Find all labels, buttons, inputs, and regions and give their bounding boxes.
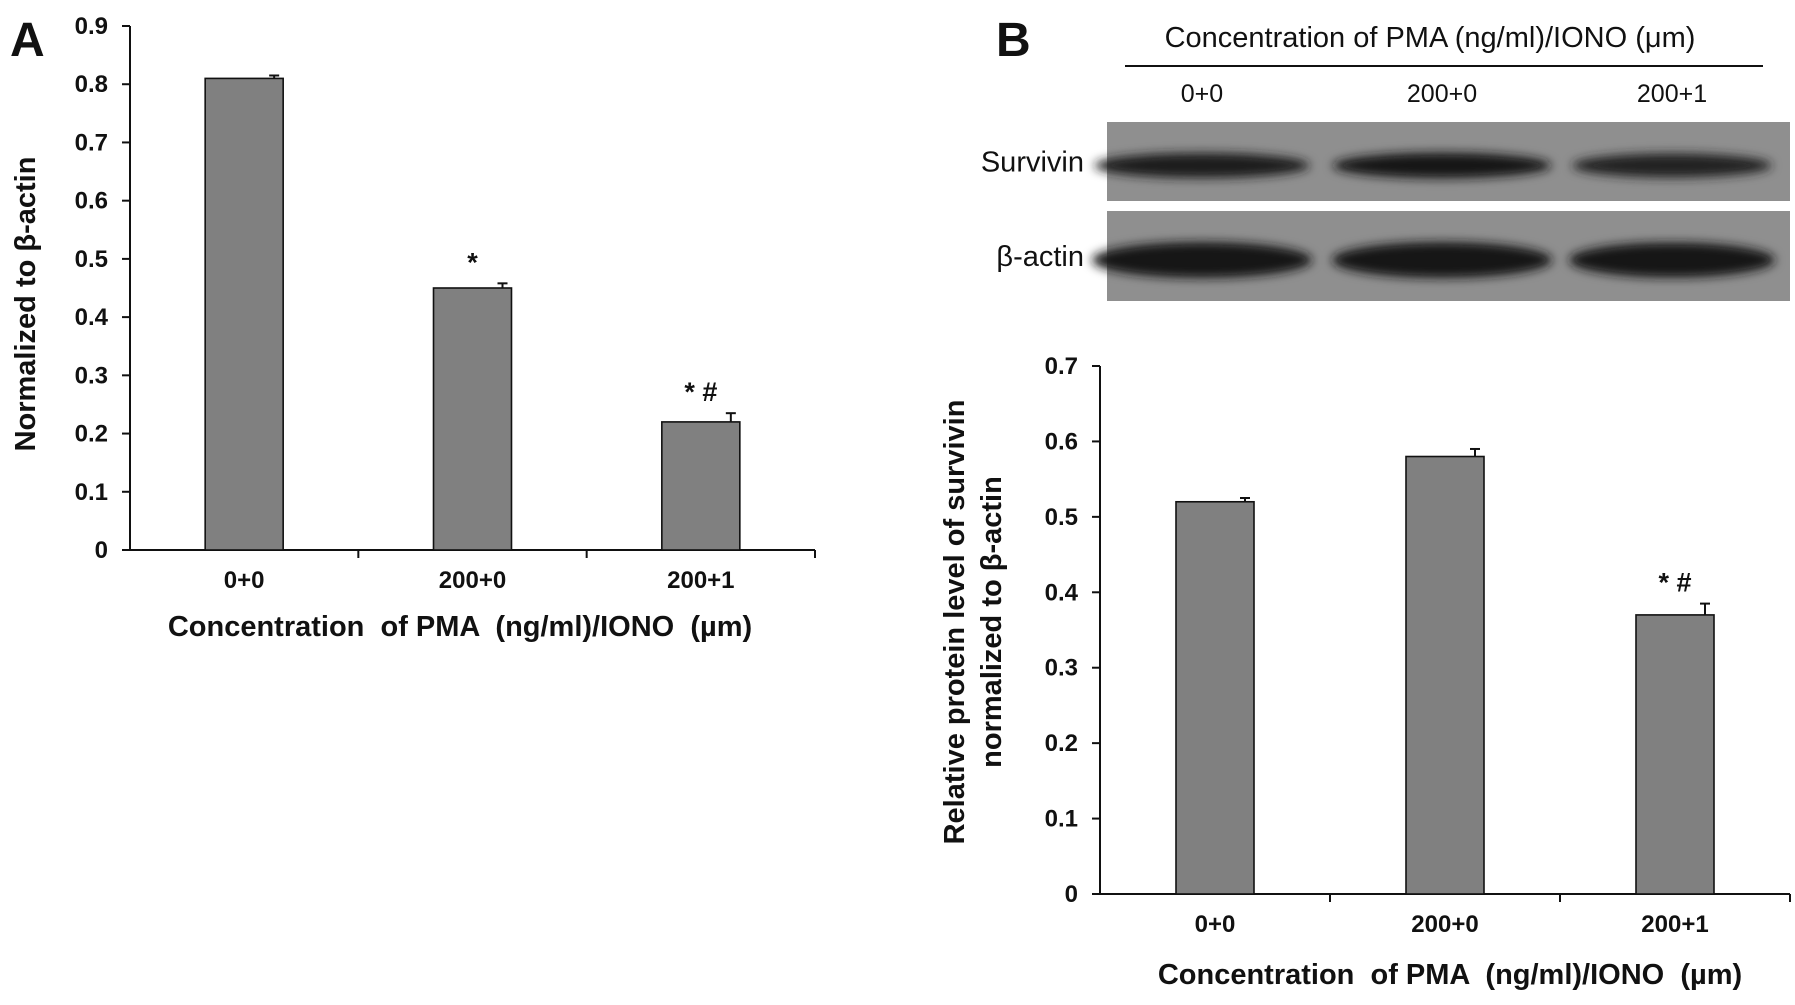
chart-a-y-tick-label: 0.5 bbox=[75, 246, 108, 273]
chart-a-y-tick-label: 0.4 bbox=[75, 304, 109, 331]
chart-a-y-tick-label: 0.1 bbox=[75, 479, 108, 506]
chart-a-y-tick-label: 0.6 bbox=[75, 188, 108, 215]
chart-b-x-tick-label: 200+1 bbox=[1641, 911, 1708, 938]
blot-rows: Survivin β-actin bbox=[981, 122, 1790, 301]
chart-b-y-ticks: 0 0.1 0.2 0.3 0.4 0.5 0.6 0.7 bbox=[1045, 353, 1100, 908]
blot-band bbox=[1092, 242, 1312, 278]
chart-b-y-tick-label: 0.5 bbox=[1045, 504, 1078, 531]
chart-b-y-tick-label: 0 bbox=[1065, 881, 1078, 908]
panel-b-letter: B bbox=[996, 14, 1031, 67]
blot-band bbox=[1332, 152, 1552, 179]
chart-a-x-tick-label: 200+1 bbox=[667, 567, 734, 594]
chart-a-x-ticks: 0+0 200+0 200+1 bbox=[224, 567, 735, 594]
chart-a-y-tick-label: 0.7 bbox=[75, 129, 108, 156]
chart-b: 0 0.1 0.2 0.3 0.4 0.5 0.6 0.7 * # 0+0 200+0 200+1… bbox=[939, 353, 1791, 991]
chart-b-bars: * # bbox=[1175, 447, 1715, 895]
panel-a-letter: A bbox=[10, 14, 45, 67]
chart-b-bar bbox=[1635, 614, 1715, 895]
chart-a-bar bbox=[661, 421, 741, 551]
chart-a-significance-marker: * bbox=[467, 247, 478, 277]
blot-lane-label: 0+0 bbox=[1181, 80, 1223, 108]
chart-b-y-tick-label: 0.7 bbox=[1045, 353, 1078, 380]
chart-a-y-tick-label: 0.3 bbox=[75, 362, 108, 389]
chart-a-bars: * * # bbox=[204, 74, 741, 551]
chart-a: 0 0.1 0.2 0.3 0.4 0.5 0.6 0.7 0.8 0.9 * * # 0+0 200… bbox=[10, 13, 816, 643]
blot-band bbox=[1332, 242, 1552, 278]
chart-b-y-axis-title-line2: normalized to β-actin bbox=[976, 476, 1008, 768]
chart-b-bar bbox=[1405, 455, 1485, 895]
chart-a-y-ticks: 0 0.1 0.2 0.3 0.4 0.5 0.6 0.7 0.8 0.9 bbox=[75, 13, 130, 564]
blot-lane-label: 200+1 bbox=[1637, 80, 1707, 108]
chart-a-y-tick-label: 0.9 bbox=[75, 13, 108, 40]
western-blot: Concentration of PMA (ng/ml)/IONO (μm) 0… bbox=[981, 22, 1790, 301]
chart-b-significance-marker: * # bbox=[1658, 568, 1691, 598]
chart-a-significance-marker: * # bbox=[684, 377, 717, 407]
chart-a-x-tick-label: 200+0 bbox=[439, 567, 506, 594]
blot-lane-labels: 0+0 200+0 200+1 bbox=[1181, 80, 1707, 108]
chart-b-x-tick-label: 0+0 bbox=[1195, 911, 1236, 938]
chart-a-bar bbox=[204, 77, 284, 551]
blot-row-label: Survivin bbox=[981, 147, 1084, 179]
chart-a-x-tick-label: 0+0 bbox=[224, 567, 265, 594]
chart-b-bar bbox=[1175, 500, 1255, 895]
chart-b-x-ticks: 0+0 200+0 200+1 bbox=[1195, 911, 1709, 938]
chart-b-y-tick-label: 0.1 bbox=[1045, 806, 1078, 833]
chart-a-y-axis-title: Normalized to β-actin bbox=[10, 157, 42, 452]
chart-a-y-tick-label: 0.2 bbox=[75, 421, 108, 448]
chart-a-x-axis-title: Concentration of PMA (ng/ml)/IONO (µm) bbox=[168, 611, 752, 643]
blot-lane-label: 200+0 bbox=[1407, 80, 1477, 108]
chart-b-y-tick-label: 0.3 bbox=[1045, 655, 1078, 682]
chart-b-y-tick-label: 0.4 bbox=[1045, 579, 1079, 606]
chart-a-y-tick-label: 0 bbox=[95, 537, 108, 564]
blot-band bbox=[1572, 153, 1772, 178]
chart-a-y-tick-label: 0.8 bbox=[75, 71, 108, 98]
blot-header: Concentration of PMA (ng/ml)/IONO (μm) bbox=[1165, 22, 1696, 54]
blot-row-label: β-actin bbox=[996, 241, 1084, 273]
blot-band bbox=[1569, 242, 1775, 278]
chart-b-y-tick-label: 0.2 bbox=[1045, 730, 1078, 757]
chart-b-y-tick-label: 0.6 bbox=[1045, 428, 1078, 455]
chart-b-x-axis-title: Concentration of PMA (ng/ml)/IONO (µm) bbox=[1158, 959, 1742, 991]
blot-band bbox=[1094, 152, 1310, 179]
chart-b-y-axis-title-line1: Relative protein level of survivin bbox=[939, 400, 971, 845]
chart-b-x-tick-label: 200+0 bbox=[1411, 911, 1478, 938]
chart-a-bar bbox=[432, 287, 513, 551]
